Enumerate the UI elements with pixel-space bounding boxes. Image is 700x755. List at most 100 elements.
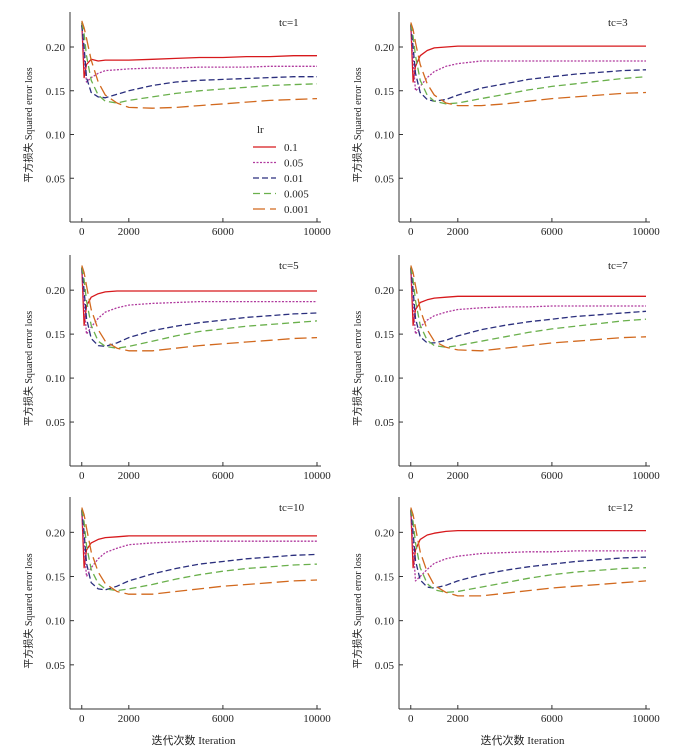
x-tick-label: 10000	[303, 713, 331, 725]
y-tick-label: 0.05	[46, 660, 66, 672]
series-line-lr-0.001	[81, 265, 318, 352]
series-line-lr-0.05	[410, 268, 646, 335]
y-tick-label: 0.20	[375, 285, 395, 297]
chart-panel-1: 0.05 0.10 0.15 0.20 0 2000 6000 10000 平方损失 Squar…	[22, 12, 331, 238]
x-tick-label: 2000	[447, 713, 470, 725]
y-tick-label: 0.15	[46, 329, 66, 341]
y-tick-label: 0.20	[46, 527, 66, 539]
y-tick-label: 0.10	[375, 616, 395, 628]
series-line-lr-0.01	[81, 510, 318, 591]
x-tick-label: 6000	[541, 470, 564, 482]
series-line-lr-0.1	[410, 509, 646, 569]
series-line-lr-0.01	[81, 268, 318, 348]
x-tick-label: 2000	[118, 713, 141, 725]
x-tick-label: 10000	[632, 226, 660, 238]
legend: lr 0.1 0.05 0.01 0.005 0.001	[253, 124, 309, 216]
x-tick-label: 2000	[118, 226, 141, 238]
y-tick-label: 0.15	[46, 572, 66, 584]
series-line-lr-0.05	[410, 510, 646, 582]
y-axis-label: 平方损失 Squared error loss	[351, 553, 364, 668]
x-tick-label: 10000	[303, 470, 331, 482]
y-tick-label: 0.05	[46, 173, 66, 185]
y-tick-label: 0.15	[375, 86, 395, 98]
x-tick-label: 10000	[632, 713, 660, 725]
chart-panel-2: 0.05 0.10 0.15 0.20 0 2000 6000 10000 平方损失 Squar…	[351, 12, 660, 238]
legend-entry-0.05: 0.05	[284, 158, 304, 170]
y-axis-label: 平方损失 Squared error loss	[22, 553, 35, 668]
y-tick-label: 0.05	[375, 660, 395, 672]
x-tick-label: 2000	[118, 470, 141, 482]
series-line-lr-0.005	[81, 509, 318, 592]
series-line-lr-0.1	[410, 267, 646, 326]
series-line-lr-0.05	[81, 510, 317, 578]
y-axis-label: 平方损失 Squared error loss	[351, 67, 364, 182]
x-tick-label: 6000	[212, 713, 235, 725]
chart-title: tc=7	[608, 260, 628, 272]
series-line-lr-0.005	[410, 24, 647, 105]
x-tick-label: 2000	[447, 470, 470, 482]
series-line-lr-0.01	[410, 25, 647, 102]
x-tick-label: 0	[408, 470, 414, 482]
y-tick-label: 0.15	[46, 86, 66, 98]
series-line-lr-0.001	[410, 507, 647, 597]
x-tick-label: 0	[79, 713, 85, 725]
series-line-lr-0.005	[410, 509, 647, 594]
series-line-lr-0.05	[81, 268, 317, 335]
series-line-lr-0.1	[81, 509, 317, 569]
x-tick-label: 0	[408, 226, 414, 238]
y-tick-label: 0.20	[375, 527, 395, 539]
chart-title: tc=10	[279, 502, 305, 514]
y-tick-label: 0.15	[375, 329, 395, 341]
legend-entry-0.01: 0.01	[284, 173, 303, 185]
x-tick-label: 0	[79, 226, 85, 238]
chart-title: tc=1	[279, 17, 299, 29]
chart-panel-5: 0.05 0.10 0.15 0.20 0 2000 6000 10000 平方损失 Squar…	[22, 497, 331, 747]
series-line-lr-0.01	[410, 510, 647, 589]
legend-title: lr	[257, 124, 264, 136]
y-axis-label: 平方损失 Squared error loss	[22, 67, 35, 182]
y-tick-label: 0.10	[375, 373, 395, 385]
chart-title: tc=3	[608, 17, 628, 29]
series-line-lr-0.1	[81, 22, 317, 79]
legend-entry-0.005: 0.005	[284, 189, 309, 201]
x-tick-label: 6000	[541, 226, 564, 238]
y-tick-label: 0.20	[46, 42, 66, 54]
legend-entry-0.1: 0.1	[284, 142, 298, 154]
x-tick-label: 6000	[541, 713, 564, 725]
y-tick-label: 0.15	[375, 572, 395, 584]
series-line-lr-0.005	[410, 267, 647, 348]
x-axis-label: 迭代次数 Iteration	[480, 733, 565, 747]
y-tick-label: 0.05	[375, 173, 395, 185]
series-line-lr-0.1	[81, 267, 317, 326]
x-tick-label: 2000	[447, 226, 470, 238]
y-tick-label: 0.10	[375, 130, 395, 142]
chart-panel-6: 0.05 0.10 0.15 0.20 0 2000 6000 10000 平方损失 Squar…	[351, 497, 660, 747]
y-axis-label: 平方损失 Squared error loss	[22, 311, 35, 426]
y-axis-label: 平方损失 Squared error loss	[351, 311, 364, 426]
chart-panel-3: 0.05 0.10 0.15 0.20 0 2000 6000 10000 平方损失 Squar…	[22, 255, 331, 482]
y-tick-label: 0.10	[46, 373, 66, 385]
y-tick-label: 0.20	[375, 42, 395, 54]
y-tick-label: 0.20	[46, 285, 66, 297]
series-line-lr-0.001	[81, 507, 318, 595]
series-line-lr-0.1	[410, 24, 646, 83]
legend-entry-0.001: 0.001	[284, 204, 309, 216]
series-line-lr-0.001	[81, 20, 318, 109]
y-tick-label: 0.10	[46, 616, 66, 628]
x-tick-label: 6000	[212, 226, 235, 238]
chart-panel-4: 0.05 0.10 0.15 0.20 0 2000 6000 10000 平方损失 Squar…	[351, 255, 660, 482]
series-line-lr-0.001	[410, 22, 647, 107]
y-tick-label: 0.05	[375, 417, 395, 429]
x-tick-label: 10000	[303, 226, 331, 238]
chart-title: tc=12	[608, 502, 633, 514]
series-line-lr-0.01	[81, 25, 317, 99]
series-line-lr-0.005	[81, 22, 318, 104]
x-tick-label: 0	[408, 713, 414, 725]
series-line-lr-0.05	[81, 25, 317, 83]
series-line-lr-0.001	[410, 265, 647, 352]
series-line-lr-0.005	[81, 267, 318, 349]
x-axis-label: 迭代次数 Iteration	[151, 733, 236, 747]
x-tick-label: 10000	[632, 470, 660, 482]
series-line-lr-0.05	[410, 25, 646, 92]
